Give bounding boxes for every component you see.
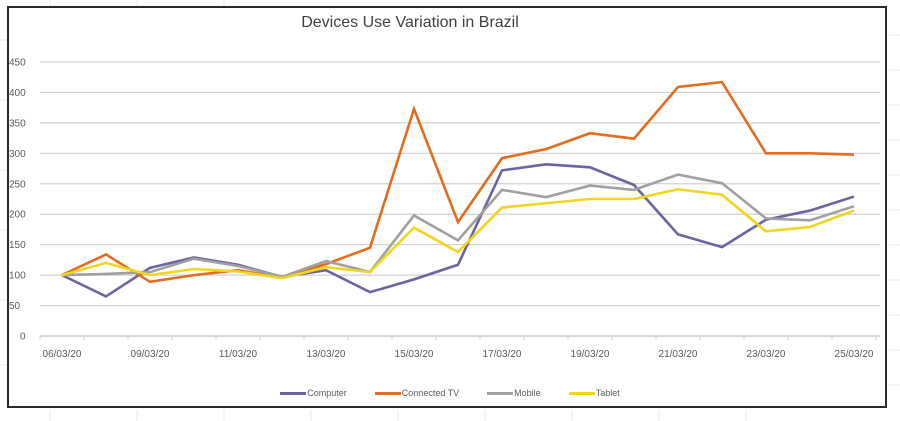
series-lines bbox=[61, 80, 855, 298]
legend-swatch bbox=[487, 391, 514, 395]
gridlines bbox=[40, 61, 880, 337]
legend-label: Mobile bbox=[514, 388, 541, 398]
y-tick-label: 250 bbox=[9, 179, 26, 190]
y-tick-label: 450 bbox=[9, 58, 26, 69]
series-line-mobile bbox=[61, 173, 855, 279]
y-tick-label: 150 bbox=[9, 240, 26, 251]
x-tick-label: 25/03/20 bbox=[835, 349, 874, 360]
chart-title: Devices Use Variation in Brazil bbox=[301, 14, 519, 31]
x-tick-label: 21/03/20 bbox=[659, 349, 698, 360]
y-axis-ticks: 0 50 100 150 200 250 300 350 400 450 bbox=[9, 58, 26, 343]
y-tick-label: 50 bbox=[9, 301, 21, 312]
chart-frame bbox=[7, 6, 887, 408]
x-tick-label: 13/03/20 bbox=[307, 349, 346, 360]
y-tick-label: 100 bbox=[9, 271, 26, 282]
legend: Computer Connected TV Mobile Tablet bbox=[0, 388, 900, 398]
y-tick-label: 400 bbox=[9, 88, 26, 99]
legend-swatch bbox=[280, 391, 307, 395]
legend-label: Connected TV bbox=[401, 388, 460, 398]
x-tick-label: 23/03/20 bbox=[747, 349, 786, 360]
y-tick-label: 350 bbox=[9, 118, 26, 129]
x-tick-label: 11/03/20 bbox=[219, 349, 258, 360]
legend-label: Tablet bbox=[595, 388, 620, 398]
y-tick-label: 200 bbox=[9, 210, 26, 221]
legend-item: Mobile bbox=[487, 388, 541, 398]
y-tick-label: 0 bbox=[20, 332, 26, 343]
x-tick-label: 09/03/20 bbox=[131, 349, 170, 360]
legend-swatch bbox=[374, 391, 401, 395]
x-axis-ticks: 06/03/20 09/03/20 11/03/20 13/03/20 15/03/20… bbox=[39, 336, 877, 360]
x-tick-label: 17/03/20 bbox=[483, 349, 522, 360]
x-tick-label: 15/03/20 bbox=[395, 349, 434, 360]
legend-item: Tablet bbox=[568, 388, 620, 398]
legend-item: Connected TV bbox=[374, 388, 460, 398]
legend-label: Computer bbox=[307, 388, 347, 398]
x-tick-label: 06/03/20 bbox=[43, 349, 82, 360]
legend-swatch bbox=[568, 391, 595, 395]
x-tick-label: 19/03/20 bbox=[571, 349, 610, 360]
legend-item: Computer bbox=[280, 388, 347, 398]
y-tick-label: 300 bbox=[9, 149, 26, 160]
